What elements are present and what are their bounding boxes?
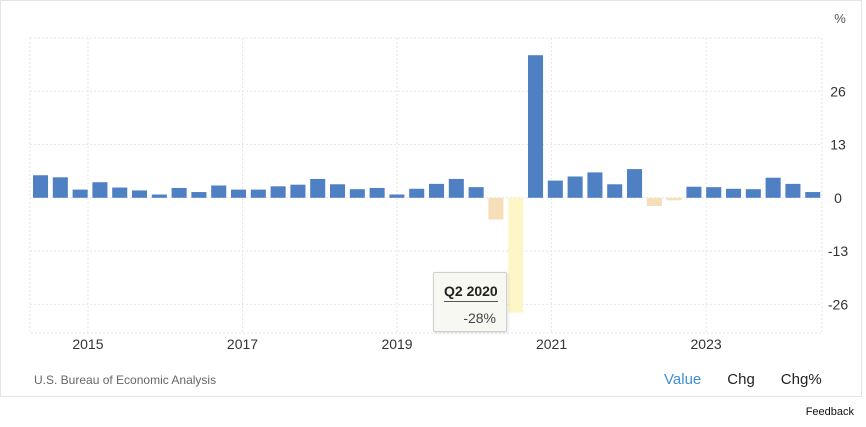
- bar: [389, 194, 405, 198]
- bar: [290, 184, 306, 198]
- y-tick-label: 13: [830, 137, 846, 153]
- bar: [52, 177, 68, 198]
- bar: [132, 190, 148, 198]
- bar: [330, 184, 346, 198]
- chart-frame: [0, 0, 862, 397]
- bar: [508, 197, 524, 313]
- bar: [528, 55, 544, 198]
- bar: [409, 188, 425, 198]
- bar: [349, 189, 365, 198]
- bar: [805, 192, 821, 198]
- bar: [686, 186, 702, 198]
- bar: [429, 183, 445, 198]
- grid-lines: [29, 37, 823, 334]
- tooltip-title: Q2 2020: [444, 283, 498, 302]
- bar: [92, 182, 108, 198]
- x-axis-tick-labels: 2015 2017 2019 2021 2023: [72, 336, 722, 352]
- bars: [33, 55, 821, 313]
- x-tick-label: 2015: [72, 336, 103, 352]
- bar: [646, 197, 662, 206]
- bar: [250, 189, 266, 198]
- bar: [607, 184, 623, 198]
- bar: [112, 187, 128, 198]
- feedback-link[interactable]: Feedback: [805, 406, 854, 418]
- bar: [33, 175, 49, 198]
- bar: [488, 197, 504, 220]
- bar: [587, 172, 603, 198]
- tab-chg-percent[interactable]: Chg%: [780, 371, 822, 388]
- bar: [765, 177, 781, 198]
- bar: [310, 178, 326, 198]
- hover-tooltip: Q2 2020 -28%: [433, 272, 507, 332]
- y-tick-label: -13: [828, 243, 848, 259]
- bar: [547, 180, 563, 198]
- bar: [171, 187, 187, 198]
- bar: [191, 192, 207, 198]
- bar: [666, 197, 682, 201]
- bar: [211, 185, 227, 198]
- bar: [567, 176, 583, 198]
- view-tabs: Value Chg Chg%: [664, 371, 848, 388]
- bar: [270, 186, 286, 198]
- bar: [231, 189, 247, 198]
- x-tick-label: 2023: [691, 336, 722, 352]
- x-tick-label: 2021: [536, 336, 567, 352]
- bar: [468, 187, 484, 198]
- bar: [72, 189, 88, 198]
- y-axis-unit-label: %: [834, 11, 846, 26]
- source-attribution: U.S. Bureau of Economic Analysis: [34, 373, 217, 387]
- y-tick-label: 26: [830, 83, 846, 99]
- x-tick-label: 2019: [381, 336, 412, 352]
- y-tick-label: -26: [828, 296, 848, 312]
- bar: [785, 183, 801, 198]
- bar: [745, 189, 761, 198]
- bar: [151, 194, 167, 198]
- bar: [627, 169, 643, 198]
- bar: [448, 178, 464, 198]
- tab-chg[interactable]: Chg: [727, 371, 755, 388]
- y-axis-tick-labels: 26 13 0 -13 -26: [828, 83, 848, 312]
- x-tick-label: 2017: [227, 336, 258, 352]
- bar: [706, 187, 722, 198]
- bar: [369, 187, 385, 198]
- tab-value[interactable]: Value: [664, 371, 702, 388]
- bar: [726, 188, 742, 198]
- plot-area-border: [29, 37, 823, 334]
- y-tick-label: 0: [834, 190, 842, 206]
- tooltip-value: -28%: [463, 310, 496, 326]
